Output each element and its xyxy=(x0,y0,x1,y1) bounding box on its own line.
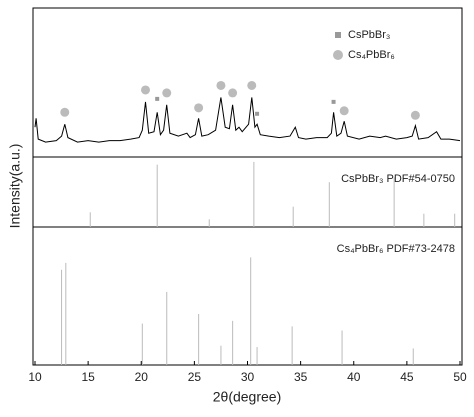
legend-label: Cs₄PbBr₆ xyxy=(348,49,395,61)
reference-label: Cs₄PbBr₆ PDF#73-2478 xyxy=(337,243,455,255)
peak-marker xyxy=(247,80,257,90)
peak-marker xyxy=(194,103,204,113)
x-tick-label: 50 xyxy=(453,370,467,384)
peak-marker xyxy=(331,99,336,104)
legend-label: CsPbBr₃ xyxy=(348,29,390,41)
peak-marker xyxy=(410,110,420,120)
y-axis-label: Intensity(a.u.) xyxy=(7,144,23,229)
x-tick-label: 35 xyxy=(294,370,308,384)
x-tick-label: 45 xyxy=(400,370,414,384)
x-tick-label: 15 xyxy=(81,370,95,384)
x-tick-label: 40 xyxy=(347,370,361,384)
x-tick-label: 25 xyxy=(188,370,202,384)
x-axis-label: 2θ(degree) xyxy=(213,389,282,405)
xrd-pattern xyxy=(34,97,461,143)
peak-marker xyxy=(141,85,150,95)
x-tick-label: 10 xyxy=(28,370,42,384)
x-tick-label: 20 xyxy=(135,370,149,384)
legend-marker xyxy=(333,50,343,60)
peak-marker xyxy=(60,107,70,117)
peak-marker xyxy=(162,88,172,98)
x-tick-label: 30 xyxy=(241,370,255,384)
reference-label: CsPbBr₃ PDF#54-0750 xyxy=(341,173,455,185)
legend-marker xyxy=(335,32,341,38)
peak-marker xyxy=(339,106,349,116)
peak-marker xyxy=(228,88,238,98)
plot-frame xyxy=(32,7,463,366)
peak-marker xyxy=(216,80,226,90)
peak-marker xyxy=(255,111,260,116)
peak-marker xyxy=(155,96,160,101)
